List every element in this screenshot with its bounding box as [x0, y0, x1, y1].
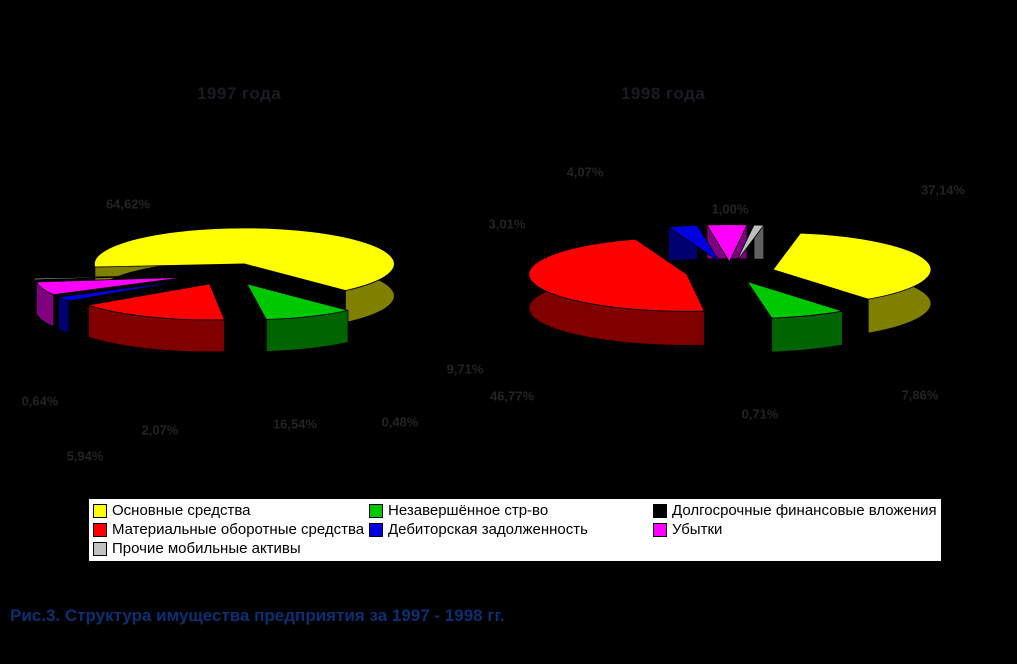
- pie-slice-side-0-2: [247, 320, 253, 353]
- legend-label: Дебиторская задолженность: [388, 521, 588, 538]
- pie-chart-1997-года: [33, 227, 395, 353]
- pie-percent-label-0-4: 2,07%: [141, 422, 179, 438]
- pie-slice-side-0-4: [58, 296, 70, 334]
- legend-swatch-icon: [93, 503, 107, 518]
- legend-item-2: Долгосрочные финансовые вложения: [653, 502, 937, 519]
- legend-item-1: Незавершённое стр-во: [369, 502, 653, 519]
- pie-title-1998: 1998 года: [621, 84, 706, 103]
- pie-percent-label-0-3: 16,54%: [272, 416, 318, 432]
- pie-percent-label-0-5: 5,94%: [66, 448, 104, 464]
- legend: Основные средства Незавершённое стр-во Дол…: [88, 498, 942, 562]
- pie-slice-1-0: [772, 232, 932, 300]
- pie-percent-label-1-2: 0,71%: [741, 406, 779, 422]
- legend-swatch-icon: [653, 503, 667, 518]
- pie-slice-1-6: [735, 224, 765, 262]
- legend-label: Основные средства: [112, 502, 251, 519]
- pie-title-1997: 1997 года: [197, 84, 282, 103]
- pie-slice-side-0-6: [33, 278, 35, 312]
- pie-chart-1998-года: [528, 224, 932, 354]
- legend-swatch-icon: [93, 541, 107, 556]
- pie-slice-side-1-2: [752, 318, 761, 354]
- pie-percent-label-1-1: 7,86%: [901, 387, 939, 403]
- pie-slice-1-1: [746, 280, 843, 319]
- pie-percent-label-1-6: 1,00%: [711, 201, 749, 217]
- legend-item-4: Дебиторская задолженность: [369, 521, 653, 538]
- pie-percent-label-1-0: 37,14%: [920, 182, 966, 198]
- legend-item-6: Прочие мобильные активы: [93, 540, 369, 557]
- legend-label: Незавершённое стр-во: [388, 502, 549, 519]
- pie-slice-1-5: [706, 224, 748, 263]
- pie-slice-1-4: [667, 224, 720, 263]
- legend-item-3: Материальные оборотные средства: [93, 521, 369, 538]
- legend-label: Долгосрочные финансовые вложения: [672, 502, 937, 519]
- pie-slice-1-2: [735, 282, 762, 320]
- pie-slice-0-2: [232, 284, 254, 321]
- pie-percent-label-1-4: 3,01%: [488, 216, 526, 232]
- pie-percent-label-1-3: 46,77%: [489, 388, 535, 404]
- pie-slice-0-1: [246, 283, 349, 320]
- legend-label: Материальные оборотные средства: [112, 521, 365, 538]
- legend-swatch-icon: [369, 503, 383, 518]
- pie-slice-1-3: [528, 238, 705, 312]
- legend-swatch-icon: [93, 522, 107, 537]
- pie-percent-label-0-2: 0,48%: [381, 414, 419, 430]
- pie-slice-0-5: [35, 276, 186, 296]
- legend-swatch-icon: [369, 522, 383, 537]
- pie-percent-label-0-1: 9,71%: [446, 361, 484, 377]
- pie-slice-0-6: [33, 274, 184, 281]
- pie-slice-0-3: [88, 283, 226, 321]
- legend-label: Прочие мобильные активы: [112, 540, 301, 557]
- pie-percent-label-0-6: 0,64%: [21, 393, 59, 409]
- pie-percent-label-1-5: 4,07%: [566, 164, 604, 180]
- legend-swatch-icon: [653, 522, 667, 537]
- pie-slice-0-0: [93, 227, 395, 291]
- pie-slice-0-4: [56, 279, 191, 302]
- legend-item-0: Основные средства: [93, 502, 369, 519]
- legend-label: Убытки: [672, 521, 723, 538]
- figure-caption: Рис.3. Структура имущества предприятия з…: [10, 606, 505, 625]
- pie-percent-label-0-0: 64,62%: [105, 196, 151, 212]
- legend-item-5: Убытки: [653, 521, 937, 538]
